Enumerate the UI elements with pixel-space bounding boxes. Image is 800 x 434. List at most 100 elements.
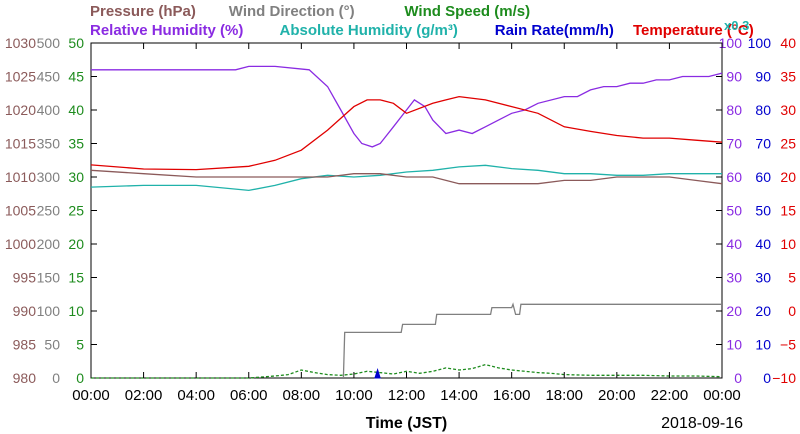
- wind_speed-tick: 35: [68, 136, 84, 152]
- x-tick-label: 20:00: [598, 387, 636, 404]
- x-tick-label: 14:00: [440, 387, 478, 404]
- relative_humidity-tick: 0: [734, 370, 742, 386]
- x-tick-label: 08:00: [283, 387, 321, 404]
- relative_humidity-tick: 50: [726, 203, 742, 219]
- legend-item-5: Absolute Humidity (g/m³): [280, 22, 458, 39]
- series-rain-rate: [374, 367, 381, 379]
- wind_direction-tick: 500: [37, 35, 61, 51]
- legend-item-1: Pressure (hPa): [90, 3, 196, 20]
- x-tick-label: 10:00: [335, 387, 373, 404]
- x-tick-label: 04:00: [177, 387, 215, 404]
- wind_speed-tick: 5: [76, 337, 84, 353]
- series-absolute-humidity-g-m: [90, 164, 722, 192]
- temperature-tick: 25: [780, 136, 796, 152]
- temperature-tick: −10: [772, 370, 796, 386]
- series-relative-humidity: [91, 65, 723, 148]
- wind_direction-tick: 350: [37, 136, 61, 152]
- wind_direction-tick: 450: [37, 69, 61, 85]
- x-tick-label: 00:00: [72, 387, 110, 404]
- temperature-tick: 15: [780, 203, 796, 219]
- wind_speed-tick: 45: [68, 69, 84, 85]
- rain_rate-tick: 100: [748, 35, 772, 51]
- temperature-tick: −5: [780, 337, 796, 353]
- pressure-tick: 980: [13, 370, 37, 386]
- temperature-tick: 10: [780, 236, 796, 252]
- relative_humidity-tick: 10: [726, 337, 742, 353]
- wind_speed-tick: 20: [68, 236, 84, 252]
- plot-area: [90, 42, 723, 379]
- wind_speed-tick: 15: [68, 270, 84, 286]
- x-tick-label: 00:00: [703, 387, 741, 404]
- relative_humidity-tick: 30: [726, 270, 742, 286]
- pressure-tick: 1010: [5, 169, 36, 185]
- relative_humidity-tick: 100: [719, 35, 743, 51]
- x-tick-label: 22:00: [651, 387, 689, 404]
- rain_rate-tick: 50: [755, 203, 771, 219]
- rain-scale-note: x0.3: [724, 18, 749, 33]
- wind_speed-tick: 30: [68, 169, 84, 185]
- series-layer: [90, 65, 723, 379]
- temperature-tick: 5: [788, 270, 796, 286]
- relative_humidity-tick: 90: [726, 69, 742, 85]
- relative_humidity-tick: 80: [726, 102, 742, 118]
- x-tick-label: 16:00: [493, 387, 531, 404]
- pressure-tick: 1015: [5, 136, 36, 152]
- wind_speed-tick: 25: [68, 203, 84, 219]
- wind_direction-tick: 100: [37, 303, 61, 319]
- date-label: 2018-09-16: [661, 415, 743, 432]
- right-axes: 1009080706050403020100100908070605040302…: [716, 35, 796, 386]
- pressure-tick: 1025: [5, 69, 36, 85]
- temperature-tick: 20: [780, 169, 796, 185]
- legend: Pressure (hPa) Wind Direction (°) Wind Spe…: [90, 3, 754, 39]
- wind_speed-tick: 0: [76, 370, 84, 386]
- series-wind-speed-m-s: [91, 363, 723, 379]
- wind_direction-tick: 400: [37, 102, 61, 118]
- temperature-tick: 30: [780, 102, 796, 118]
- legend-item-2: Wind Direction (°): [229, 3, 355, 20]
- wind_direction-tick: 50: [44, 337, 60, 353]
- series-temperature-c: [90, 95, 723, 171]
- rain_rate-tick: 30: [755, 270, 771, 286]
- relative_humidity-tick: 60: [726, 169, 742, 185]
- x-tick-label: 02:00: [125, 387, 163, 404]
- pressure-tick: 995: [13, 270, 37, 286]
- wind_direction-tick: 250: [37, 203, 61, 219]
- legend-item-7: Temperature (°C): [633, 22, 754, 39]
- rain_rate-tick: 80: [755, 102, 771, 118]
- rain_rate-tick: 40: [755, 236, 771, 252]
- x-axis: 00:00 02:00 04:00 06:00 08:00 10:00 12:00 14:00…: [72, 43, 741, 404]
- wind_speed-tick: 10: [68, 303, 84, 319]
- wind_direction-tick: 150: [37, 270, 61, 286]
- relative_humidity-tick: 70: [726, 136, 742, 152]
- pressure-tick: 990: [13, 303, 37, 319]
- pressure-tick: 1020: [5, 102, 36, 118]
- legend-item-4: Relative Humidity (%): [90, 22, 243, 39]
- pressure-tick: 1030: [5, 35, 36, 51]
- series-wind-direction: [342, 302, 722, 379]
- rain_rate-tick: 10: [755, 337, 771, 353]
- left-axes: 1030102510201015101010051000995990985980…: [5, 35, 97, 386]
- pressure-tick: 985: [13, 337, 37, 353]
- rain_rate-tick: 70: [755, 136, 771, 152]
- temperature-tick: 35: [780, 69, 796, 85]
- wind_direction-tick: 300: [37, 169, 61, 185]
- temperature-tick: 0: [788, 303, 796, 319]
- series-pressure-hpa: [90, 169, 723, 185]
- rain_rate-tick: 90: [755, 69, 771, 85]
- rain_rate-tick: 60: [755, 169, 771, 185]
- x-tick-label: 18:00: [545, 387, 583, 404]
- rain_rate-tick: 20: [755, 303, 771, 319]
- relative_humidity-tick: 20: [726, 303, 742, 319]
- wind_speed-tick: 40: [68, 102, 84, 118]
- relative_humidity-tick: 40: [726, 236, 742, 252]
- legend-item-6: Rain Rate(mm/h): [495, 22, 614, 39]
- wind_direction-tick: 0: [52, 370, 60, 386]
- pressure-tick: 1005: [5, 203, 36, 219]
- rain_rate-tick: 0: [763, 370, 771, 386]
- pressure-tick: 1000: [5, 236, 36, 252]
- wind_speed-tick: 50: [68, 35, 84, 51]
- x-tick-label: 06:00: [230, 387, 268, 404]
- legend-item-3: Wind Speed (m/s): [404, 3, 530, 20]
- x-tick-label: 12:00: [388, 387, 426, 404]
